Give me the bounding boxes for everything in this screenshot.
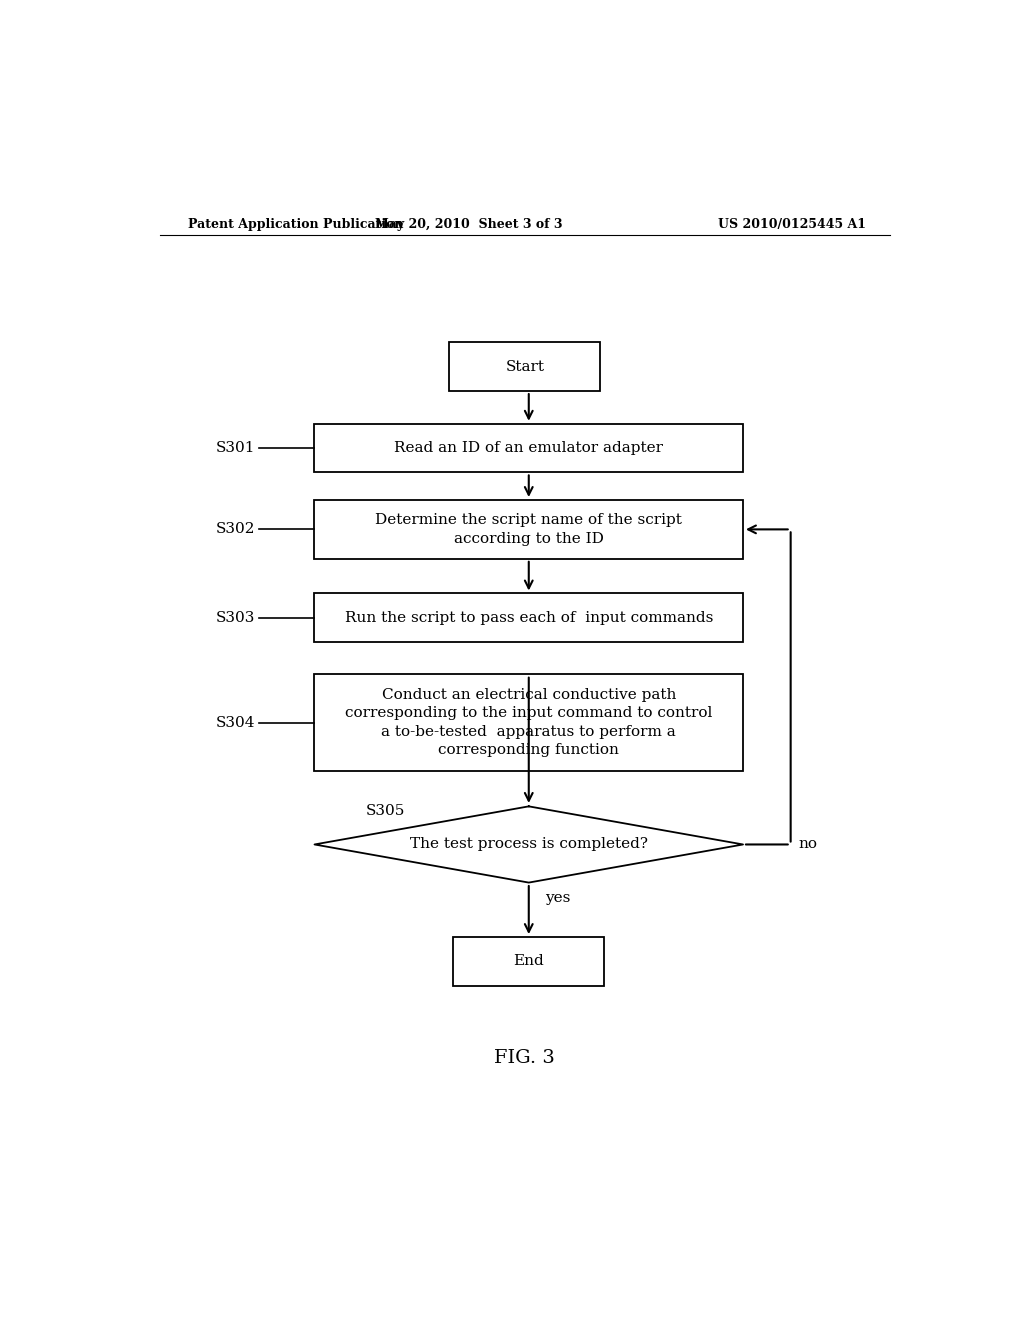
FancyBboxPatch shape [450,342,600,391]
FancyBboxPatch shape [314,424,743,473]
Text: Read an ID of an emulator adapter: Read an ID of an emulator adapter [394,441,664,455]
Text: Conduct an electrical conductive path
corresponding to the input command to cont: Conduct an electrical conductive path co… [345,688,713,758]
FancyBboxPatch shape [314,594,743,643]
Text: End: End [513,954,544,969]
Text: Run the script to pass each of  input commands: Run the script to pass each of input com… [345,611,713,624]
Text: May 20, 2010  Sheet 3 of 3: May 20, 2010 Sheet 3 of 3 [376,218,563,231]
Text: US 2010/0125445 A1: US 2010/0125445 A1 [718,218,866,231]
FancyBboxPatch shape [314,500,743,558]
FancyBboxPatch shape [454,937,604,986]
Text: Determine the script name of the script
according to the ID: Determine the script name of the script … [376,513,682,545]
Text: S305: S305 [367,804,406,818]
Text: FIG. 3: FIG. 3 [495,1049,555,1067]
Text: S302: S302 [215,523,255,536]
FancyBboxPatch shape [314,675,743,771]
Text: S303: S303 [216,611,255,624]
Text: no: no [799,837,817,851]
Text: The test process is completed?: The test process is completed? [410,837,648,851]
Text: Start: Start [505,360,545,374]
Text: S304: S304 [215,715,255,730]
Text: yes: yes [545,891,570,906]
Text: S301: S301 [215,441,255,455]
Text: Patent Application Publication: Patent Application Publication [187,218,403,231]
Polygon shape [314,807,743,883]
